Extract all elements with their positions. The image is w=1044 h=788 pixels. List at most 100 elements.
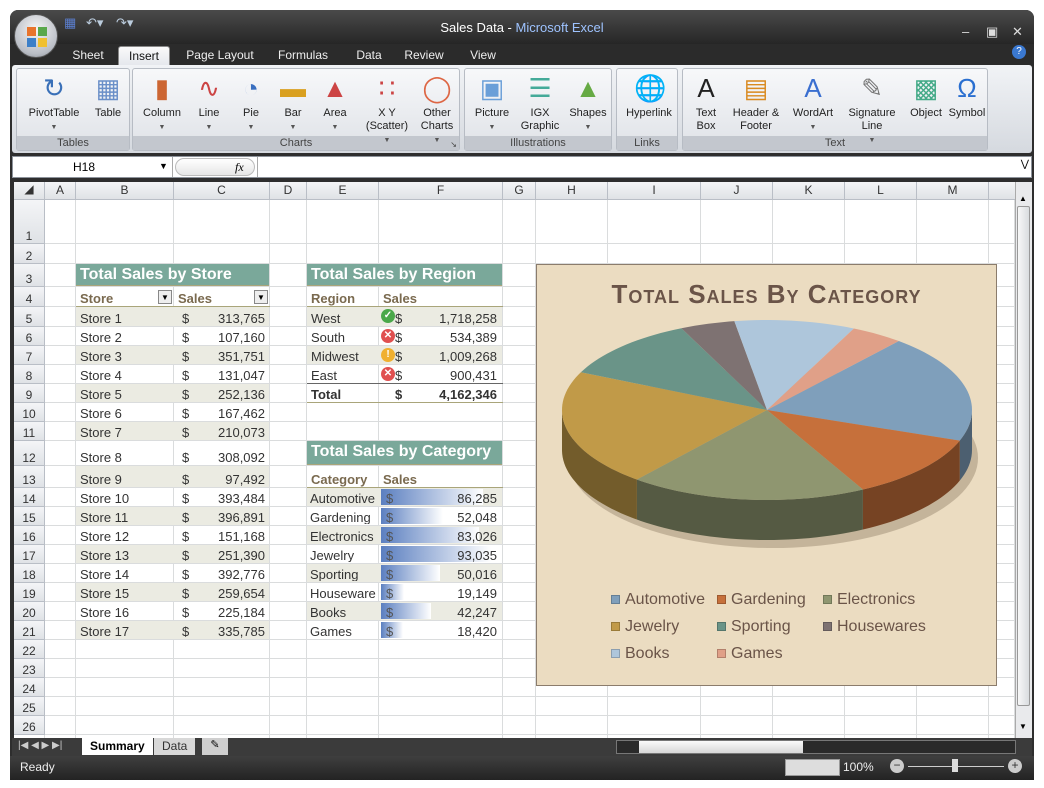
pie-slice-electronics[interactable] — [636, 410, 863, 500]
sheet-nav-buttons[interactable]: |◀ ◀ ▶ ▶| — [18, 740, 63, 751]
picture-button[interactable]: ▣ Picture ▼ — [469, 73, 515, 134]
row-header-7[interactable]: 7 — [14, 346, 45, 365]
row-header-22[interactable]: 22 — [14, 640, 45, 659]
row-header-11[interactable]: 11 — [14, 422, 45, 441]
vertical-scrollbar[interactable]: ▲ ▼ — [1015, 182, 1032, 738]
column-header-A[interactable]: A — [45, 182, 76, 200]
name-box[interactable]: H18 — [13, 157, 173, 177]
pie-slice-games[interactable] — [767, 328, 899, 410]
legend-item-electronics[interactable]: Electronics — [823, 591, 915, 609]
pie-slice-gardening[interactable] — [767, 410, 960, 490]
pie-slice-housewares[interactable] — [681, 321, 767, 410]
row-header-9[interactable]: 9 — [14, 384, 45, 403]
sheet-tab-data[interactable]: Data — [154, 738, 196, 755]
view-buttons[interactable] — [785, 759, 840, 776]
minimize-button[interactable]: – — [962, 24, 970, 39]
row-header-4[interactable]: 4 — [14, 287, 45, 307]
tab-review[interactable]: Review — [404, 48, 444, 62]
column-header-M[interactable]: M — [917, 182, 989, 200]
zoom-out-button[interactable]: − — [890, 759, 904, 773]
column-header-C[interactable]: C — [174, 182, 270, 200]
header-footer-button[interactable]: ▤ Header & Footer — [727, 73, 785, 133]
signature-line-button[interactable]: ✎ Signature Line ▼ — [841, 73, 903, 147]
hyperlink-button[interactable]: 🌐 Hyperlink — [621, 73, 677, 120]
row-header-24[interactable]: 24 — [14, 678, 45, 697]
scroll-down-icon[interactable]: ▼ — [1019, 722, 1027, 731]
row-header-23[interactable]: 23 — [14, 659, 45, 678]
column-header-J[interactable]: J — [701, 182, 773, 200]
legend-item-gardening[interactable]: Gardening — [717, 591, 806, 609]
select-all-button[interactable]: ◢ — [14, 182, 45, 200]
tab-data[interactable]: Data — [356, 48, 382, 62]
row-header-8[interactable]: 8 — [14, 365, 45, 384]
vertical-scroll-thumb[interactable] — [1017, 206, 1030, 706]
row-header-16[interactable]: 16 — [14, 526, 45, 545]
row-header-17[interactable]: 17 — [14, 545, 45, 564]
tab-view[interactable]: View — [470, 48, 496, 62]
row-header-2[interactable]: 2 — [14, 244, 45, 264]
column-header-E[interactable]: E — [307, 182, 379, 200]
sheet-tab-summary[interactable]: Summary — [82, 738, 153, 755]
formula-input[interactable] — [257, 157, 1013, 177]
column-header-H[interactable]: H — [536, 182, 608, 200]
legend-item-games[interactable]: Games — [717, 645, 783, 663]
column-button[interactable]: ▮ Column ▼ — [137, 73, 187, 134]
undo-icon[interactable]: ↶▾ — [86, 15, 104, 30]
igx-graphic-button[interactable]: ☰ IGX Graphic — [517, 73, 563, 133]
wordart-button[interactable]: A WordArt ▼ — [789, 73, 837, 134]
column-header-I[interactable]: I — [608, 182, 701, 200]
text-box-button[interactable]: A Text Box — [687, 73, 725, 133]
symbol-button[interactable]: Ω Symbol — [947, 73, 987, 120]
zoom-level[interactable]: 100% — [843, 760, 874, 774]
close-button[interactable]: ✕ — [1012, 24, 1023, 39]
scroll-up-icon[interactable]: ▲ — [1019, 194, 1027, 203]
column-header-K[interactable]: K — [773, 182, 845, 200]
expand-formula-bar-icon[interactable]: ⋁ — [1020, 159, 1029, 170]
pivottable-button[interactable]: ↻ PivotTable ▼ — [25, 73, 83, 134]
area-button[interactable]: ▲ Area ▼ — [313, 73, 357, 134]
pie-chart[interactable]: Total Sales By Category Automotive Gardeni… — [536, 264, 997, 686]
save-icon[interactable]: ▦ — [64, 15, 77, 30]
pie-slice-books[interactable] — [734, 320, 854, 410]
help-icon[interactable]: ? — [1012, 45, 1026, 59]
other-charts-button[interactable]: ◯ Other Charts ▼ — [415, 73, 459, 147]
row-header-21[interactable]: 21 — [14, 621, 45, 640]
row-header-5[interactable]: 5 — [14, 307, 45, 327]
column-header-G[interactable]: G — [503, 182, 536, 200]
row-header-10[interactable]: 10 — [14, 403, 45, 422]
worksheet-grid[interactable]: ◢ A B C D E F G H I J K L M 1 2 3 4 5 6 7 8 9 10 11 12 13 14 15 16 17 1… — [14, 182, 1015, 738]
horizontal-scroll-thumb[interactable] — [639, 741, 803, 753]
tab-sheet[interactable]: Sheet — [72, 48, 104, 62]
legend-item-books[interactable]: Books — [611, 645, 669, 663]
horizontal-scrollbar[interactable] — [616, 740, 1016, 754]
row-header-15[interactable]: 15 — [14, 507, 45, 526]
tab-insert[interactable]: Insert — [118, 46, 170, 66]
zoom-slider-thumb[interactable] — [952, 759, 958, 772]
legend-item-sporting[interactable]: Sporting — [717, 618, 791, 636]
insert-sheet-icon[interactable]: ✎ — [202, 738, 228, 755]
pie-slice-jewelry[interactable] — [562, 372, 767, 480]
row-header-18[interactable]: 18 — [14, 564, 45, 583]
row-header-25[interactable]: 25 — [14, 697, 45, 716]
row-header-12[interactable]: 12 — [14, 441, 45, 466]
row-header-3[interactable]: 3 — [14, 264, 45, 287]
tab-page-layout[interactable]: Page Layout — [186, 48, 254, 62]
column-header-B[interactable]: B — [76, 182, 174, 200]
legend-item-jewelry[interactable]: Jewelry — [611, 618, 679, 636]
zoom-in-button[interactable]: + — [1008, 759, 1022, 773]
insert-function-button[interactable]: fx — [235, 160, 244, 174]
row-header-13[interactable]: 13 — [14, 466, 45, 488]
tab-formulas[interactable]: Formulas — [277, 48, 328, 62]
row-header-26[interactable]: 26 — [14, 716, 45, 735]
restore-button[interactable]: ▣ — [986, 24, 999, 39]
bar-button[interactable]: ▬ Bar ▼ — [273, 73, 313, 134]
filter-dropdown-sales[interactable]: ▼ — [254, 290, 268, 304]
name-box-dropdown-icon[interactable]: ▼ — [159, 161, 168, 171]
dialog-launcher-icon[interactable]: ↘ — [450, 140, 457, 149]
legend-item-housewares[interactable]: Housewares — [823, 618, 926, 636]
row-header-19[interactable]: 19 — [14, 583, 45, 602]
row-header-14[interactable]: 14 — [14, 488, 45, 507]
row-header-20[interactable]: 20 — [14, 602, 45, 621]
shapes-button[interactable]: ▲ Shapes ▼ — [567, 73, 609, 134]
filter-dropdown-store[interactable]: ▼ — [158, 290, 172, 304]
